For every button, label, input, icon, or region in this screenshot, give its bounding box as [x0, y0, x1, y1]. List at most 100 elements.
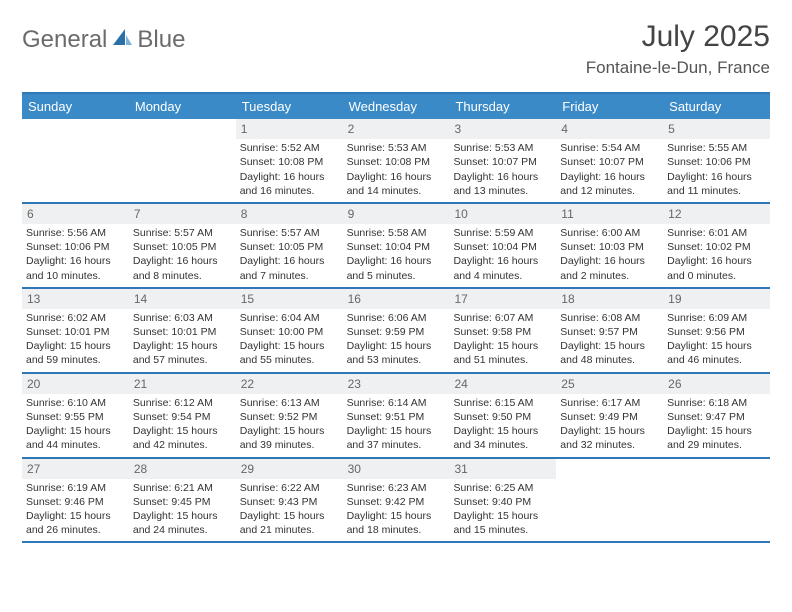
- location-label: Fontaine-le-Dun, France: [586, 58, 770, 78]
- day-header: Monday: [129, 94, 236, 119]
- day-info: Sunrise: 5:57 AMSunset: 10:05 PMDaylight…: [236, 224, 343, 287]
- sunrise-line: Sunrise: 5:58 AM: [347, 226, 446, 240]
- day-number: 29: [236, 459, 343, 479]
- day-cell: 22Sunrise: 6:13 AMSunset: 9:52 PMDayligh…: [236, 374, 343, 457]
- day-info: Sunrise: 6:14 AMSunset: 9:51 PMDaylight:…: [343, 394, 450, 457]
- sunset-line: Sunset: 10:07 PM: [453, 155, 552, 169]
- sunrise-line: Sunrise: 6:02 AM: [26, 311, 125, 325]
- day-headers-row: SundayMondayTuesdayWednesdayThursdayFrid…: [22, 94, 770, 119]
- sunrise-line: Sunrise: 6:15 AM: [453, 396, 552, 410]
- day-info: Sunrise: 6:07 AMSunset: 9:58 PMDaylight:…: [449, 309, 556, 372]
- sunset-line: Sunset: 9:59 PM: [347, 325, 446, 339]
- day-cell: 30Sunrise: 6:23 AMSunset: 9:42 PMDayligh…: [343, 459, 450, 542]
- sunrise-line: Sunrise: 6:00 AM: [560, 226, 659, 240]
- sunset-line: Sunset: 10:05 PM: [240, 240, 339, 254]
- day-number: 1: [236, 119, 343, 139]
- day-number: 18: [556, 289, 663, 309]
- sunrise-line: Sunrise: 6:07 AM: [453, 311, 552, 325]
- day-number: 23: [343, 374, 450, 394]
- day-cell: 17Sunrise: 6:07 AMSunset: 9:58 PMDayligh…: [449, 289, 556, 372]
- logo-text-2: Blue: [137, 26, 185, 54]
- sunset-line: Sunset: 9:56 PM: [667, 325, 766, 339]
- sunrise-line: Sunrise: 6:10 AM: [26, 396, 125, 410]
- day-number: 24: [449, 374, 556, 394]
- day-number: 8: [236, 204, 343, 224]
- sunrise-line: Sunrise: 5:57 AM: [240, 226, 339, 240]
- daylight-line: Daylight: 16 hours and 5 minutes.: [347, 254, 446, 282]
- sunrise-line: Sunrise: 6:14 AM: [347, 396, 446, 410]
- sunrise-line: Sunrise: 5:53 AM: [453, 141, 552, 155]
- daylight-line: Daylight: 15 hours and 53 minutes.: [347, 339, 446, 367]
- day-cell: 31Sunrise: 6:25 AMSunset: 9:40 PMDayligh…: [449, 459, 556, 542]
- logo: General Blue: [22, 26, 185, 54]
- daylight-line: Daylight: 16 hours and 16 minutes.: [240, 170, 339, 198]
- sunrise-line: Sunrise: 5:53 AM: [347, 141, 446, 155]
- day-cell: 9Sunrise: 5:58 AMSunset: 10:04 PMDayligh…: [343, 204, 450, 287]
- sunset-line: Sunset: 10:07 PM: [560, 155, 659, 169]
- sunrise-line: Sunrise: 6:18 AM: [667, 396, 766, 410]
- daylight-line: Daylight: 16 hours and 2 minutes.: [560, 254, 659, 282]
- daylight-line: Daylight: 16 hours and 14 minutes.: [347, 170, 446, 198]
- sunset-line: Sunset: 10:05 PM: [133, 240, 232, 254]
- day-cell: 18Sunrise: 6:08 AMSunset: 9:57 PMDayligh…: [556, 289, 663, 372]
- day-number: 4: [556, 119, 663, 139]
- day-cell: 19Sunrise: 6:09 AMSunset: 9:56 PMDayligh…: [663, 289, 770, 372]
- week-row: 1Sunrise: 5:52 AMSunset: 10:08 PMDayligh…: [22, 119, 770, 204]
- day-cell: 5Sunrise: 5:55 AMSunset: 10:06 PMDayligh…: [663, 119, 770, 202]
- sunset-line: Sunset: 9:51 PM: [347, 410, 446, 424]
- sunrise-line: Sunrise: 6:23 AM: [347, 481, 446, 495]
- day-number: 9: [343, 204, 450, 224]
- title-block: July 2025 Fontaine-le-Dun, France: [586, 20, 770, 78]
- sunset-line: Sunset: 9:46 PM: [26, 495, 125, 509]
- daylight-line: Daylight: 15 hours and 59 minutes.: [26, 339, 125, 367]
- sunset-line: Sunset: 10:08 PM: [240, 155, 339, 169]
- day-info: Sunrise: 5:55 AMSunset: 10:06 PMDaylight…: [663, 139, 770, 202]
- header: General Blue July 2025 Fontaine-le-Dun, …: [22, 20, 770, 78]
- sunrise-line: Sunrise: 5:55 AM: [667, 141, 766, 155]
- day-cell: 4Sunrise: 5:54 AMSunset: 10:07 PMDayligh…: [556, 119, 663, 202]
- daylight-line: Daylight: 15 hours and 48 minutes.: [560, 339, 659, 367]
- day-info: Sunrise: 6:22 AMSunset: 9:43 PMDaylight:…: [236, 479, 343, 542]
- daylight-line: Daylight: 15 hours and 42 minutes.: [133, 424, 232, 452]
- day-number: 11: [556, 204, 663, 224]
- sunrise-line: Sunrise: 6:03 AM: [133, 311, 232, 325]
- daylight-line: Daylight: 15 hours and 57 minutes.: [133, 339, 232, 367]
- sunset-line: Sunset: 9:45 PM: [133, 495, 232, 509]
- day-info: Sunrise: 6:00 AMSunset: 10:03 PMDaylight…: [556, 224, 663, 287]
- week-row: 20Sunrise: 6:10 AMSunset: 9:55 PMDayligh…: [22, 374, 770, 459]
- sunset-line: Sunset: 9:50 PM: [453, 410, 552, 424]
- day-info: Sunrise: 6:23 AMSunset: 9:42 PMDaylight:…: [343, 479, 450, 542]
- day-info: Sunrise: 5:56 AMSunset: 10:06 PMDaylight…: [22, 224, 129, 287]
- day-header: Tuesday: [236, 94, 343, 119]
- sunrise-line: Sunrise: 6:08 AM: [560, 311, 659, 325]
- sail-icon: [111, 27, 133, 54]
- day-number: 22: [236, 374, 343, 394]
- week-row: 6Sunrise: 5:56 AMSunset: 10:06 PMDayligh…: [22, 204, 770, 289]
- day-number: 13: [22, 289, 129, 309]
- day-header: Wednesday: [343, 94, 450, 119]
- daylight-line: Daylight: 15 hours and 32 minutes.: [560, 424, 659, 452]
- day-info: Sunrise: 5:57 AMSunset: 10:05 PMDaylight…: [129, 224, 236, 287]
- sunrise-line: Sunrise: 5:52 AM: [240, 141, 339, 155]
- day-info: Sunrise: 6:03 AMSunset: 10:01 PMDaylight…: [129, 309, 236, 372]
- day-header: Saturday: [663, 94, 770, 119]
- sunrise-line: Sunrise: 6:12 AM: [133, 396, 232, 410]
- day-number: 21: [129, 374, 236, 394]
- sunrise-line: Sunrise: 6:22 AM: [240, 481, 339, 495]
- daylight-line: Daylight: 16 hours and 10 minutes.: [26, 254, 125, 282]
- day-number: 25: [556, 374, 663, 394]
- day-cell: 16Sunrise: 6:06 AMSunset: 9:59 PMDayligh…: [343, 289, 450, 372]
- daylight-line: Daylight: 15 hours and 51 minutes.: [453, 339, 552, 367]
- day-cell: 29Sunrise: 6:22 AMSunset: 9:43 PMDayligh…: [236, 459, 343, 542]
- day-cell: 24Sunrise: 6:15 AMSunset: 9:50 PMDayligh…: [449, 374, 556, 457]
- daylight-line: Daylight: 15 hours and 18 minutes.: [347, 509, 446, 537]
- daylight-line: Daylight: 15 hours and 46 minutes.: [667, 339, 766, 367]
- sunrise-line: Sunrise: 5:56 AM: [26, 226, 125, 240]
- sunset-line: Sunset: 9:54 PM: [133, 410, 232, 424]
- empty-cell: [129, 119, 236, 202]
- day-info: Sunrise: 6:25 AMSunset: 9:40 PMDaylight:…: [449, 479, 556, 542]
- sunset-line: Sunset: 10:03 PM: [560, 240, 659, 254]
- daylight-line: Daylight: 16 hours and 8 minutes.: [133, 254, 232, 282]
- day-info: Sunrise: 5:58 AMSunset: 10:04 PMDaylight…: [343, 224, 450, 287]
- week-row: 13Sunrise: 6:02 AMSunset: 10:01 PMDaylig…: [22, 289, 770, 374]
